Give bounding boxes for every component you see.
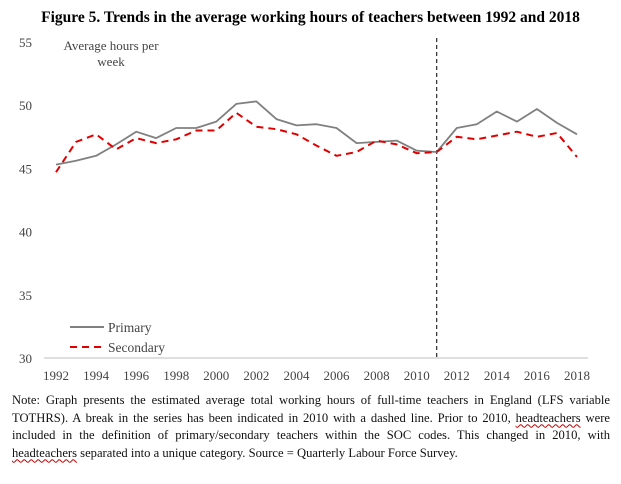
x-tick-label: 2010	[404, 368, 430, 383]
y-tick-label: 35	[19, 288, 32, 303]
note-text: Note: Graph presents the estimated avera…	[12, 393, 610, 425]
x-tick-label: 2012	[444, 368, 470, 383]
x-tick-label: 2016	[524, 368, 551, 383]
legend-label-primary: Primary	[108, 320, 152, 335]
line-chart: 30 35 40 45 50 55 1992 1994 1996 1998 2000 2002 200…	[19, 35, 590, 383]
x-tick-label: 2014	[484, 368, 511, 383]
x-tick-label: 1998	[163, 368, 189, 383]
y-tick-label: 55	[19, 35, 32, 50]
y-tick-label: 50	[19, 98, 32, 113]
spellcheck-word: headteachers	[515, 410, 581, 425]
x-tick-label: 2008	[364, 368, 390, 383]
x-tick-label: 2000	[203, 368, 229, 383]
x-tick-label: 2018	[564, 368, 590, 383]
series-layer	[55, 100, 578, 173]
legend: Primary Secondary	[70, 320, 165, 355]
x-tick-label: 2004	[283, 368, 310, 383]
x-tick-label: 2002	[243, 368, 269, 383]
spellcheck-word: headteachers	[12, 445, 78, 460]
x-tick-label: 1994	[83, 368, 110, 383]
note-text: were included in the definition of prima…	[12, 410, 610, 443]
legend-label-secondary: Secondary	[108, 340, 165, 355]
series-line-secondary	[55, 111, 578, 173]
x-tick-label: 1992	[43, 368, 69, 383]
x-axis-ticks: 1992 1994 1996 1998 2000 2002 2004 2006 2008 2010…	[43, 368, 590, 383]
y-axis-label-line-1: Average hours per	[63, 38, 159, 53]
series-line-primary	[55, 100, 578, 166]
y-tick-label: 40	[19, 225, 32, 240]
x-tick-label: 1996	[123, 368, 150, 383]
y-axis-label-line-2: week	[97, 54, 125, 69]
y-axis-ticks: 30 35 40 45 50 55	[19, 35, 32, 366]
y-tick-label: 45	[19, 161, 32, 176]
figure-note: Note: Graph presents the estimated avera…	[12, 392, 610, 462]
figure-title: Figure 5. Trends in the average working …	[41, 9, 580, 26]
x-tick-label: 2006	[324, 368, 351, 383]
y-tick-label: 30	[19, 351, 32, 366]
note-text: separated into a unique category. Source…	[77, 445, 458, 460]
